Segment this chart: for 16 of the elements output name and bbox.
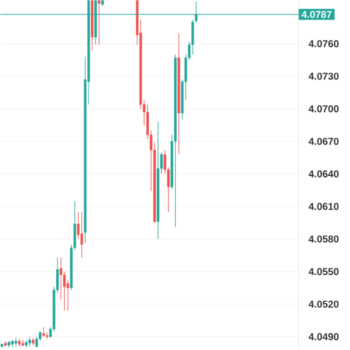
y-tick-label: 4.0700	[308, 105, 339, 112]
candlestick	[80, 212, 84, 258]
y-tick-label: 4.0760	[308, 40, 339, 48]
y-tick-label: 4.0670	[308, 138, 339, 145]
candlestick	[98, 0, 101, 46]
candlestick	[36, 336, 38, 348]
y-tick-label: 4.0550	[308, 268, 339, 276]
candlestick	[42, 326, 46, 338]
y-tick-label: 4.0520	[308, 300, 339, 308]
y-tick-label: 4.0490	[308, 333, 339, 340]
ref-line-label: 4.0787	[302, 10, 332, 18]
y-tick-label: 4.0730	[308, 72, 339, 80]
y-tick-label: 4.0580	[308, 235, 339, 243]
y-tick-label: 4.0640	[308, 170, 339, 178]
candlestick	[28, 336, 32, 347]
y-tick-label: 4.0610	[308, 202, 339, 210]
